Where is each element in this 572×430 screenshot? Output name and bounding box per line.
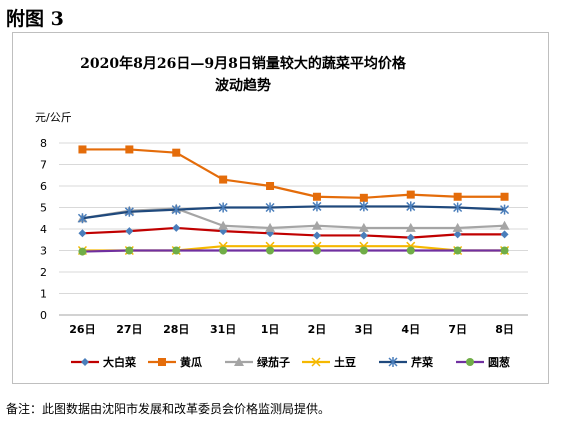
data-point bbox=[358, 222, 369, 232]
footnote: 备注：此图数据由沈阳市发展和改革委员会价格监测局提供。 bbox=[6, 402, 331, 416]
data-point bbox=[265, 202, 275, 213]
legend-label: 土豆 bbox=[334, 355, 356, 369]
data-point bbox=[453, 202, 463, 213]
data-point bbox=[78, 229, 87, 238]
data-point bbox=[125, 227, 134, 236]
legend-swatch-marker bbox=[388, 357, 398, 367]
data-point bbox=[77, 213, 87, 224]
data-point bbox=[359, 193, 368, 202]
data-point bbox=[500, 246, 509, 255]
x-tick-label: 3日 bbox=[355, 323, 374, 336]
x-tick-label: 27日 bbox=[116, 323, 142, 336]
legend-label: 圆葱 bbox=[488, 355, 510, 369]
legend-swatch-marker bbox=[81, 358, 89, 366]
chart-title-line1: 2020年8月26日—9月8日销量较大的蔬菜平均价格 bbox=[80, 56, 406, 72]
data-point bbox=[266, 246, 275, 255]
y-tick-label: 3 bbox=[40, 245, 47, 258]
data-point bbox=[312, 201, 322, 212]
data-point bbox=[78, 247, 87, 256]
data-point bbox=[172, 246, 181, 255]
data-point bbox=[219, 175, 228, 184]
data-point bbox=[359, 231, 368, 240]
data-point bbox=[218, 220, 229, 230]
x-tick-label: 8日 bbox=[495, 323, 514, 336]
x-tick-label: 28日 bbox=[163, 323, 189, 336]
data-point bbox=[266, 182, 275, 190]
legend-label: 黄瓜 bbox=[180, 355, 202, 369]
data-point bbox=[406, 190, 415, 199]
x-tick-label: 1日 bbox=[261, 323, 280, 336]
data-point bbox=[172, 223, 181, 232]
data-point bbox=[500, 204, 510, 215]
data-point bbox=[359, 201, 369, 212]
data-point bbox=[359, 246, 368, 255]
data-point bbox=[219, 246, 228, 255]
x-tick-label: 31日 bbox=[210, 323, 236, 336]
x-tick-label: 26日 bbox=[69, 323, 95, 336]
y-tick-label: 7 bbox=[40, 159, 47, 172]
y-tick-label: 8 bbox=[40, 137, 47, 150]
data-point bbox=[312, 192, 321, 201]
data-point bbox=[452, 222, 463, 232]
legend-swatch-marker bbox=[234, 357, 244, 366]
legend-label: 绿茄子 bbox=[257, 355, 290, 369]
data-point bbox=[453, 246, 462, 255]
legend-swatch-marker bbox=[311, 357, 321, 367]
data-point bbox=[405, 222, 416, 232]
series-line-4 bbox=[82, 205, 505, 220]
data-point bbox=[218, 202, 228, 213]
data-point bbox=[500, 192, 509, 201]
legend-label: 大白菜 bbox=[103, 355, 137, 369]
x-tick-label: 7日 bbox=[448, 323, 467, 336]
data-point bbox=[312, 246, 321, 255]
data-point bbox=[125, 145, 134, 154]
y-tick-label: 1 bbox=[40, 288, 47, 301]
y-tick-label: 5 bbox=[40, 202, 47, 215]
data-point bbox=[265, 222, 276, 232]
data-point bbox=[171, 204, 181, 215]
data-point bbox=[78, 145, 87, 154]
y-tick-label: 4 bbox=[40, 223, 47, 236]
data-point bbox=[453, 230, 462, 239]
data-point bbox=[499, 220, 510, 230]
data-point bbox=[453, 192, 462, 201]
data-point bbox=[125, 246, 134, 255]
series-line-1 bbox=[82, 148, 505, 199]
data-point bbox=[172, 148, 181, 157]
chart-title-line2: 波动趋势 bbox=[215, 78, 271, 94]
series-line-0 bbox=[82, 226, 505, 239]
figure-label: 附图 3 bbox=[6, 8, 64, 30]
series-line-5 bbox=[82, 249, 505, 253]
y-axis-unit-label: 元/公斤 bbox=[35, 111, 72, 124]
data-point bbox=[500, 230, 509, 239]
data-point bbox=[406, 233, 415, 242]
data-point bbox=[311, 220, 322, 230]
data-point bbox=[124, 206, 134, 217]
legend-swatch-marker bbox=[466, 358, 474, 366]
chart-container: 2020年8月26日—9月8日销量较大的蔬菜平均价格 波动趋势 元/公斤 0 1 2… bbox=[12, 32, 549, 384]
y-tick-label: 2 bbox=[40, 266, 47, 279]
x-tick-label: 4日 bbox=[401, 323, 420, 336]
y-tick-label: 0 bbox=[40, 309, 47, 322]
legend-swatch-marker bbox=[158, 358, 166, 366]
y-tick-label: 6 bbox=[40, 180, 47, 193]
data-point bbox=[406, 201, 416, 212]
legend-label: 芹菜 bbox=[411, 355, 434, 369]
data-point bbox=[406, 246, 415, 255]
x-tick-label: 2日 bbox=[308, 323, 327, 336]
data-point bbox=[312, 231, 321, 240]
